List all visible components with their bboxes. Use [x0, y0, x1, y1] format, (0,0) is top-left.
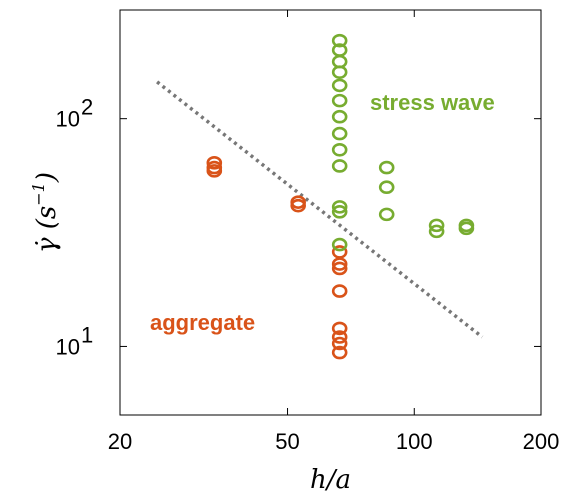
- aggregate-annotation: aggregate: [150, 310, 255, 335]
- stress-wave-point: [331, 78, 348, 93]
- aggregate-point: [331, 261, 348, 276]
- stress-wave-point: [331, 109, 348, 124]
- aggregate-point: [206, 156, 223, 170]
- stress-wave-point: [331, 205, 348, 219]
- aggregate-point: [206, 164, 223, 178]
- x-tick-label: 50: [275, 429, 299, 454]
- fit-line: [156, 80, 484, 339]
- stress-wave-point: [428, 224, 445, 239]
- stress-wave-point: [458, 221, 475, 236]
- y-tick-label: 10: [56, 334, 80, 359]
- x-axis-label: h/a: [310, 465, 351, 495]
- aggregate-point: [331, 330, 348, 344]
- aggregate-point: [290, 198, 306, 213]
- axes-box: [119, 9, 542, 416]
- stress-wave-annotation: stress wave: [370, 90, 495, 115]
- stress-wave-point: [331, 93, 348, 108]
- x-tick-label: 100: [396, 429, 433, 454]
- data-points: [206, 33, 475, 360]
- stress-wave-point: [331, 65, 348, 79]
- annotations: stress wave aggregate: [150, 90, 495, 335]
- stress-wave-point: [378, 207, 395, 222]
- x-tick-label: 20: [108, 429, 132, 454]
- y-axis-label: γ̇ (s−1): [29, 172, 62, 253]
- stress-wave-point: [378, 160, 395, 175]
- y-axis-label-group: γ̇ (s−1): [29, 172, 62, 253]
- aggregate-point: [331, 284, 348, 298]
- stress-wave-point: [331, 237, 348, 252]
- y-tick-exponent: 1: [81, 322, 93, 347]
- stress-wave-point: [331, 200, 348, 214]
- axis-labels: h/a γ̇ (s−1): [29, 172, 351, 495]
- aggregate-point: [331, 336, 348, 351]
- fit-line-layer: [156, 80, 484, 339]
- stress-wave-point: [331, 33, 348, 48]
- aggregate-point: [331, 345, 348, 360]
- x-tick-label: 200: [523, 429, 560, 454]
- stress-wave-point: [378, 180, 395, 195]
- plot-area: [119, 9, 542, 416]
- stress-wave-point: [428, 218, 445, 233]
- stress-wave-point: [331, 159, 348, 173]
- stress-wave-point: [331, 143, 348, 157]
- stress-wave-point: [331, 126, 348, 141]
- y-tick-label: 10: [56, 107, 80, 132]
- aggregate-point: [331, 257, 348, 271]
- aggregate-point: [331, 321, 348, 336]
- y-tick-exponent: 2: [81, 95, 93, 120]
